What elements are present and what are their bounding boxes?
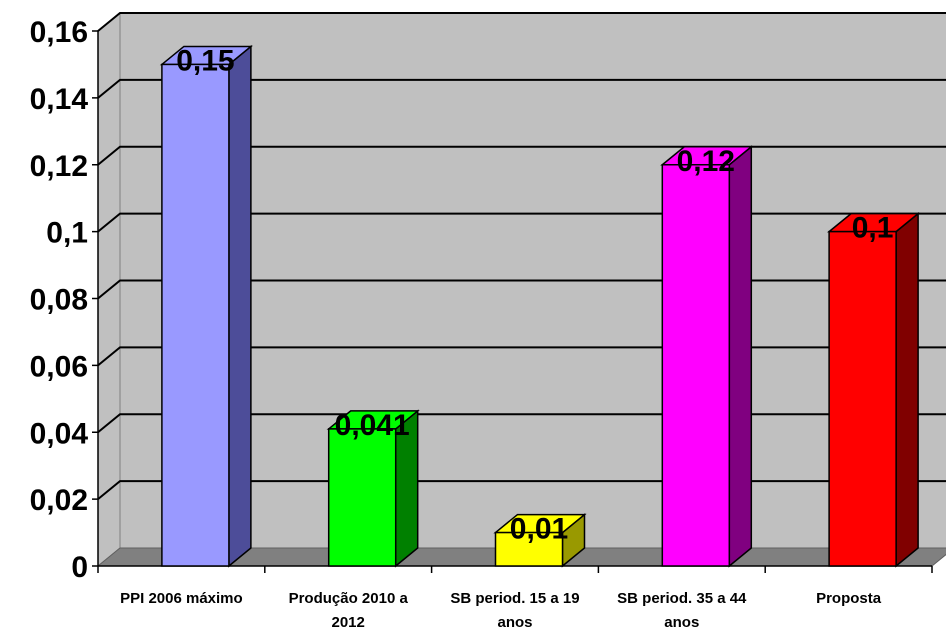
x-tick-label: SB period. 35 a 44 xyxy=(617,590,747,607)
x-tick-label: anos xyxy=(497,614,532,630)
x-tick-label: anos xyxy=(664,614,699,630)
y-tick-label: 0 xyxy=(71,551,88,584)
bar xyxy=(493,512,587,568)
bar-front xyxy=(327,428,397,567)
x-tick-label: Proposta xyxy=(816,590,882,607)
bar-side xyxy=(728,145,753,568)
gridline xyxy=(97,12,946,32)
bar xyxy=(326,409,420,568)
bar xyxy=(660,145,754,568)
y-tick-label: 0,04 xyxy=(30,417,89,450)
y-tick-label: 0,14 xyxy=(30,83,89,116)
bar xyxy=(159,44,254,568)
bars xyxy=(159,44,921,568)
y-tick-label: 0,08 xyxy=(30,284,88,317)
y-tick-labels: 0 0,02 0,04 0,06 0,08 0,1 0,12 0,14 0,16 xyxy=(30,16,89,584)
bar-front xyxy=(661,164,731,567)
x-tick-label: Produção 2010 a xyxy=(289,590,409,607)
y-tick-label: 0,06 xyxy=(30,350,88,383)
data-label: 0,15 xyxy=(176,44,234,77)
bar-front xyxy=(494,531,564,567)
y-tick-label: 0,16 xyxy=(30,16,88,49)
x-tick-labels: PPI 2006 máximo Produção 2010 a 2012 SB per… xyxy=(120,590,882,631)
gridline xyxy=(97,78,946,99)
y-tick-label: 0,12 xyxy=(30,150,88,183)
data-labels: 0,15 0,041 0,01 0,12 0,1 xyxy=(176,44,893,545)
x-tick-label: PPI 2006 máximo xyxy=(120,590,243,607)
bar-front xyxy=(828,230,897,567)
data-label: 0,12 xyxy=(677,145,735,178)
bar-side xyxy=(895,212,919,568)
bar-front xyxy=(161,63,230,567)
data-label: 0,041 xyxy=(335,409,410,442)
gridline xyxy=(97,145,946,166)
x-tick-label: 2012 xyxy=(332,614,365,630)
y-tick-label: 0,1 xyxy=(46,217,88,250)
x-tick-label: SB period. 15 a 19 xyxy=(450,590,579,607)
data-label: 0,01 xyxy=(510,513,568,546)
data-label: 0,1 xyxy=(852,212,894,245)
bar xyxy=(826,212,921,568)
y-tick-label: 0,02 xyxy=(30,484,88,517)
bar-side xyxy=(228,44,252,568)
